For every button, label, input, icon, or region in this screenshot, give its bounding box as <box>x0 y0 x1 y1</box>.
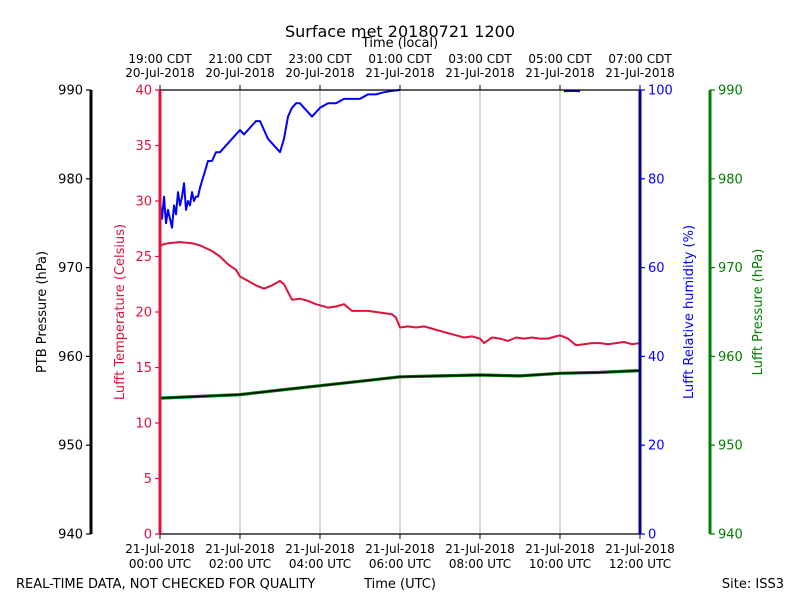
top-tick-date: 20-Jul-2018 <box>125 66 195 80</box>
quality-notice: REAL-TIME DATA, NOT CHECKED FOR QUALITY <box>16 577 315 592</box>
bottom-tick-date: 21-Jul-2018 <box>525 542 595 556</box>
top-tick-label: 21:00 CDT <box>208 52 272 66</box>
bottom-tick-date: 21-Jul-2018 <box>365 542 435 556</box>
ptb-axis-tick-label: 970 <box>58 261 83 276</box>
bottom-tick-label: 00:00 UTC <box>129 557 191 571</box>
series-line-lufft-relative-humidity <box>159 89 401 229</box>
top-tick-date: 21-Jul-2018 <box>605 66 675 80</box>
top-tick-label: 19:00 CDT <box>128 52 192 66</box>
bottom-tick-date: 21-Jul-2018 <box>605 542 675 556</box>
temp-axis-tick-label: 0 <box>144 528 152 543</box>
top-tick-label: 01:00 CDT <box>368 52 432 66</box>
lufft-pressure-axis-tick-label: 980 <box>718 172 743 187</box>
top-tick-label: 23:00 CDT <box>288 52 352 66</box>
top-axis-label: Time (local) <box>361 36 438 51</box>
top-tick-label: 05:00 CDT <box>528 52 592 66</box>
lufft-pressure-axis-tick-label: 950 <box>718 439 743 454</box>
bottom-tick-label: 12:00 UTC <box>609 557 671 571</box>
temp-axis-tick-label: 40 <box>135 84 152 99</box>
rh-axis-tick-label: 20 <box>648 439 665 454</box>
lufft-pressure-axis-tick-label: 970 <box>718 261 743 276</box>
ptb-axis-tick-label: 940 <box>58 528 83 543</box>
top-tick-label: 03:00 CDT <box>448 52 512 66</box>
bottom-tick-date: 21-Jul-2018 <box>125 542 195 556</box>
bottom-tick-date: 21-Jul-2018 <box>205 542 275 556</box>
grid-lines <box>239 90 561 534</box>
ptb-axis-label: PTB Pressure (hPa) <box>35 251 50 373</box>
bottom-tick-label: 08:00 UTC <box>449 557 511 571</box>
series-line-lufft-temperature <box>159 241 641 347</box>
top-tick-date: 21-Jul-2018 <box>365 66 435 80</box>
rh-axis-tick-label: 60 <box>648 261 665 276</box>
temp-axis-tick-label: 10 <box>135 417 152 432</box>
bottom-tick-label: 04:00 UTC <box>289 557 351 571</box>
rh-axis-tick-label: 40 <box>648 350 665 365</box>
rh-axis-tick-label: 100 <box>648 84 673 99</box>
series-lines <box>159 89 641 400</box>
temp-axis-tick-label: 30 <box>135 195 152 210</box>
ptb-axis-tick-label: 950 <box>58 439 83 454</box>
top-tick-date: 20-Jul-2018 <box>285 66 355 80</box>
temp-axis-tick-label: 15 <box>135 361 152 376</box>
temp-axis-tick-label: 20 <box>135 306 152 321</box>
top-tick-date: 20-Jul-2018 <box>205 66 275 80</box>
tick-labels: 940 950 960 970 980 990 0 5 10 15 20 25 30 35 40 0 20 40 6… <box>58 52 743 571</box>
top-tick-label: 07:00 CDT <box>608 52 672 66</box>
top-tick-date: 21-Jul-2018 <box>445 66 515 80</box>
series-line-ptb-pressure <box>159 369 641 399</box>
temp-axis-tick-label: 25 <box>135 250 152 265</box>
bottom-tick-label: 10:00 UTC <box>529 557 591 571</box>
top-tick-date: 21-Jul-2018 <box>525 66 595 80</box>
bottom-tick-label: 02:00 UTC <box>209 557 271 571</box>
rh-axis-label: Lufft Relative humidity (%) <box>682 225 697 399</box>
bottom-tick-date: 21-Jul-2018 <box>445 542 515 556</box>
temp-axis-label: Lufft Temperature (Celsius) <box>113 224 128 400</box>
ptb-axis-tick-label: 960 <box>58 350 83 365</box>
site-label: Site: ISS3 <box>722 577 784 592</box>
rh-axis-tick-label: 80 <box>648 172 665 187</box>
ptb-axis-tick-label: 990 <box>58 84 83 99</box>
x-axis-label: Time (UTC) <box>363 577 436 592</box>
bottom-tick-date: 21-Jul-2018 <box>285 542 355 556</box>
bottom-tick-label: 06:00 UTC <box>369 557 431 571</box>
lufft-pressure-axis-tick-label: 960 <box>718 350 743 365</box>
rh-axis-tick-label: 0 <box>648 528 656 543</box>
lufft-pressure-axis-tick-label: 940 <box>718 528 743 543</box>
temp-axis-tick-label: 35 <box>135 139 152 154</box>
axes <box>86 85 715 539</box>
chart-title: Surface met 20180721 1200 <box>285 22 515 41</box>
lufft-pressure-axis-tick-label: 990 <box>718 84 743 99</box>
lufft-pressure-axis-label: Lufft Pressure (hPa) <box>751 249 766 376</box>
temp-axis-tick-label: 5 <box>144 472 152 487</box>
ptb-axis-tick-label: 980 <box>58 172 83 187</box>
